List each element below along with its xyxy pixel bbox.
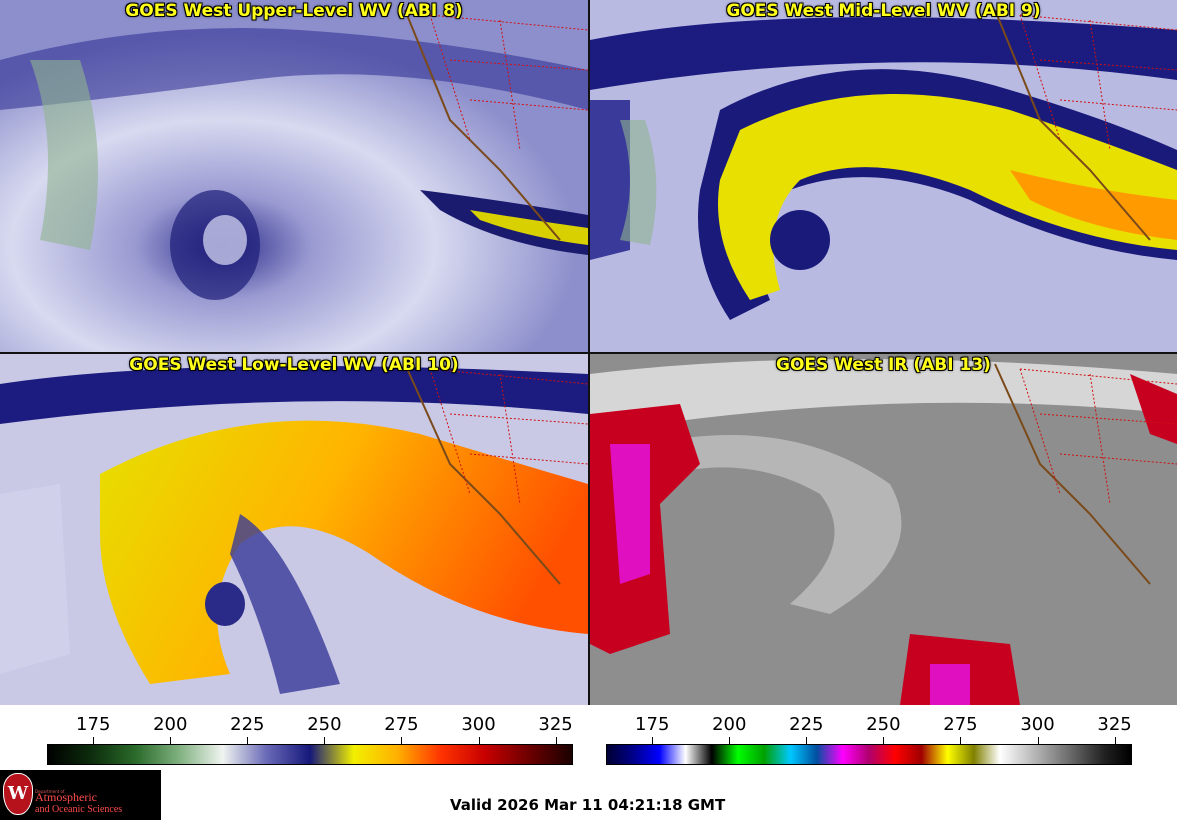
colorbar-tick (729, 737, 731, 745)
colorbar-tick-label: 275 (943, 714, 978, 735)
panel-title: GOES West IR (ABI 13) (776, 355, 991, 375)
colorbar-tick (93, 737, 95, 745)
panel-low-wv: GOES West Low-Level WV (ABI 10) (0, 354, 588, 705)
panel-upper-wv: GOES West Upper-Level WV (ABI 8) (0, 0, 588, 352)
colorbar-tick-label: 225 (789, 714, 824, 735)
colorbar-tick (170, 737, 172, 745)
logo-line2: and Oceanic Sciences (35, 804, 123, 815)
logo-department-label: Department of (35, 789, 65, 794)
mid-wv-image (590, 0, 1177, 352)
colorbar-tick-label: 200 (712, 714, 747, 735)
upper-wv-image (0, 0, 588, 352)
panel-title: GOES West Low-Level WV (ABI 10) (129, 355, 459, 375)
colorbar-tick-label: 325 (538, 714, 573, 735)
colorbar-tick-label: 300 (1020, 714, 1055, 735)
panel-ir: GOES West IR (ABI 13) (590, 354, 1177, 705)
colorbar-tick (555, 737, 557, 745)
panel-title: GOES West Mid-Level WV (ABI 9) (726, 1, 1041, 21)
colorbar-ir (606, 744, 1132, 765)
colorbar-tick-label: 200 (153, 714, 188, 735)
low-wv-image (0, 354, 588, 705)
colorbar-tick-label: 225 (230, 714, 265, 735)
colorbar-tick-label: 275 (384, 714, 419, 735)
ir-image (590, 354, 1177, 705)
colorbar-tick (247, 737, 249, 745)
logo-line1: Atmospheric (35, 790, 97, 804)
panel-divider-horizontal (0, 352, 1177, 354)
colorbar-tick (401, 737, 403, 745)
colorbar-tick-label: 250 (866, 714, 901, 735)
colorbar-tick (806, 737, 808, 745)
colorbar-tick-label: 300 (461, 714, 496, 735)
colorbar-tick (960, 737, 962, 745)
colorbar-tick-label: 325 (1097, 714, 1132, 735)
colorbar-tick (652, 737, 654, 745)
colorbar-tick (1114, 737, 1116, 745)
colorbar-tick (478, 737, 480, 745)
colorbar-tick-label: 250 (307, 714, 342, 735)
panel-mid-wv: GOES West Mid-Level WV (ABI 9) (590, 0, 1177, 352)
colorbar-tick-label: 175 (635, 714, 670, 735)
colorbar-tick-label: 175 (76, 714, 111, 735)
valid-time: Valid 2026 Mar 11 04:21:18 GMT (450, 796, 726, 814)
colorbar-tick (883, 737, 885, 745)
aos-logo: W Department of Atmospheric and Oceanic … (0, 770, 161, 820)
colorbar-tick (1037, 737, 1039, 745)
colorbar-wv (47, 744, 573, 765)
colorbar-tick (324, 737, 326, 745)
uw-seal-icon: W (3, 773, 33, 815)
panel-title: GOES West Upper-Level WV (ABI 8) (125, 1, 463, 21)
